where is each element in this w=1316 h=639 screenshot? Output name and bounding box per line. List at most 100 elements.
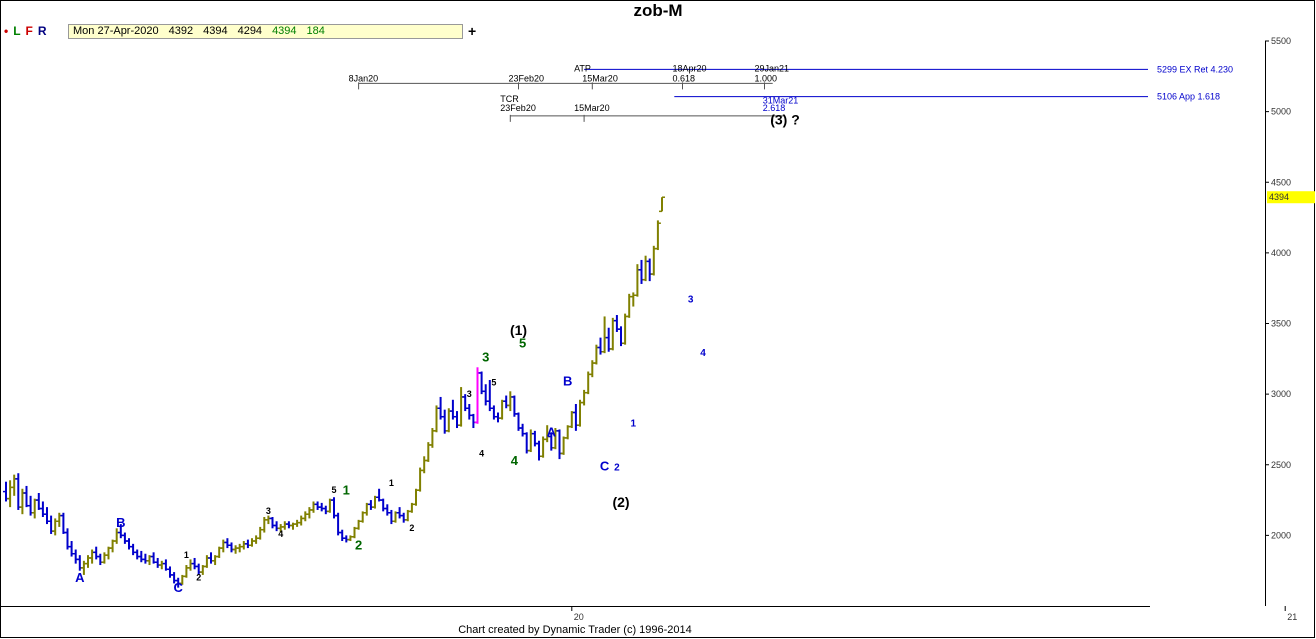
wave-label: 2 <box>614 462 620 473</box>
toolbar-letter-3[interactable]: R <box>37 24 47 38</box>
ohlc-date: Mon 27-Apr-2020 <box>73 25 159 37</box>
ohlc-bar <box>298 515 305 526</box>
ohlc-bar <box>158 560 165 570</box>
wave-label: B <box>116 515 125 530</box>
ohlc-bar <box>101 552 108 564</box>
ohlc-bar <box>626 293 633 318</box>
y-tick-label: 3000 <box>1271 389 1291 399</box>
ohlc-bar <box>187 559 194 571</box>
toolbar-letter-1[interactable]: L <box>13 24 21 38</box>
ohlc-bar <box>466 404 473 420</box>
wave-label: 3 <box>467 389 472 399</box>
ohlc-bar <box>35 493 42 510</box>
toolbar-letter-0[interactable]: • <box>4 24 9 38</box>
ohlc-bar <box>536 440 542 461</box>
projection-label: 1.000 <box>755 73 778 83</box>
projection-label: ATP <box>574 63 591 73</box>
ohlc-bar <box>302 511 309 522</box>
x-tick-label: 21 <box>1287 612 1297 622</box>
wave-label: B <box>563 374 572 389</box>
projection-label: 0.618 <box>673 73 696 83</box>
ohlc-bar <box>650 245 657 276</box>
ohlc-bar <box>72 549 79 564</box>
ohlc-bar <box>306 507 313 519</box>
ohlc-bar <box>441 409 448 434</box>
ohlc-bar <box>622 313 629 345</box>
projection-label: TCR <box>500 94 519 104</box>
wave-label: 4 <box>511 453 519 468</box>
ohlc-bar <box>23 485 30 508</box>
wave-label: 3 <box>266 506 271 516</box>
ohlc-readout: Mon 27-Apr-2020 4392 4394 4294 4394 184 <box>68 24 463 39</box>
projection-label: 31Mar21 <box>763 95 799 105</box>
wave-label: A <box>547 425 557 440</box>
wave-label: C <box>600 458 610 473</box>
ohlc-bar <box>240 541 247 550</box>
ohlc-bar <box>367 500 374 510</box>
ohlc-bar <box>556 429 563 460</box>
ohlc-bar <box>208 552 214 564</box>
ohlc-bar <box>121 532 128 544</box>
ohlc-bar <box>113 528 120 544</box>
ohlc-bar <box>458 387 465 427</box>
ohlc-bar <box>609 317 616 351</box>
ohlc-bar <box>482 384 489 406</box>
ohlc-bar <box>470 413 477 429</box>
toolbar-letters[interactable]: • L F R <box>4 24 52 38</box>
ohlc-bar <box>445 408 452 433</box>
ohlc-bar <box>572 404 579 431</box>
projection-label: 23Feb20 <box>509 73 545 83</box>
ohlc-bar <box>191 557 198 570</box>
projection-label: 15Mar20 <box>582 73 618 83</box>
wave-label: 4 <box>278 529 283 539</box>
ohlc-bar <box>322 505 329 515</box>
wave-label: 1 <box>343 482 350 497</box>
wave-label: (3) ? <box>770 111 800 127</box>
ohlc-bar <box>154 557 161 568</box>
ohlc-bar <box>519 423 526 437</box>
ohlc-bar <box>167 566 173 578</box>
ohlc-bar <box>253 535 260 544</box>
ohlc-bar <box>126 538 132 550</box>
ohlc-bar <box>507 391 514 412</box>
y-tick-label: 4500 <box>1271 177 1291 187</box>
ohlc-change: 184 <box>306 25 325 37</box>
wave-label: 2 <box>355 538 362 553</box>
y-tick-label: 2500 <box>1271 460 1291 470</box>
ohlc-bar <box>228 542 235 553</box>
y-tick-label: 3500 <box>1271 319 1291 329</box>
wave-label: 2 <box>196 573 201 583</box>
x-tick-label: 20 <box>574 612 584 622</box>
ohlc-open: 4392 <box>168 25 194 37</box>
ohlc-bar <box>183 565 190 578</box>
projection-label: 8Jan20 <box>349 73 379 83</box>
ohlc-bar <box>560 436 567 455</box>
ohlc-bar <box>130 543 137 556</box>
ohlc-bar <box>236 543 243 553</box>
price-level-label: 5106 App 1.618 <box>1157 92 1220 102</box>
wave-label: 5 <box>519 336 526 351</box>
ohlc-bar <box>314 501 321 510</box>
ohlc-bar <box>646 258 653 282</box>
ohlc-bar <box>634 264 641 297</box>
ohlc-bar <box>659 196 665 213</box>
wave-label: 5 <box>331 485 336 495</box>
plus-icon[interactable]: + <box>468 23 477 39</box>
projection-label: 18Apr20 <box>673 63 707 73</box>
toolbar-letter-2[interactable]: F <box>25 24 33 38</box>
wave-label: 4 <box>700 348 706 359</box>
wave-label: A <box>75 570 85 585</box>
wave-label: 3 <box>688 294 694 305</box>
wave-label: 1 <box>389 478 394 488</box>
ohlc-bar <box>244 539 251 549</box>
ohlc-bar <box>396 507 403 519</box>
ohlc-bar <box>60 512 67 534</box>
ohlc-bar <box>605 327 612 352</box>
ohlc-bar <box>142 553 149 564</box>
wave-label: 1 <box>631 419 637 430</box>
ohlc-bar <box>93 546 100 560</box>
wave-label: C <box>174 580 184 595</box>
projection-label: 23Feb20 <box>500 103 536 113</box>
